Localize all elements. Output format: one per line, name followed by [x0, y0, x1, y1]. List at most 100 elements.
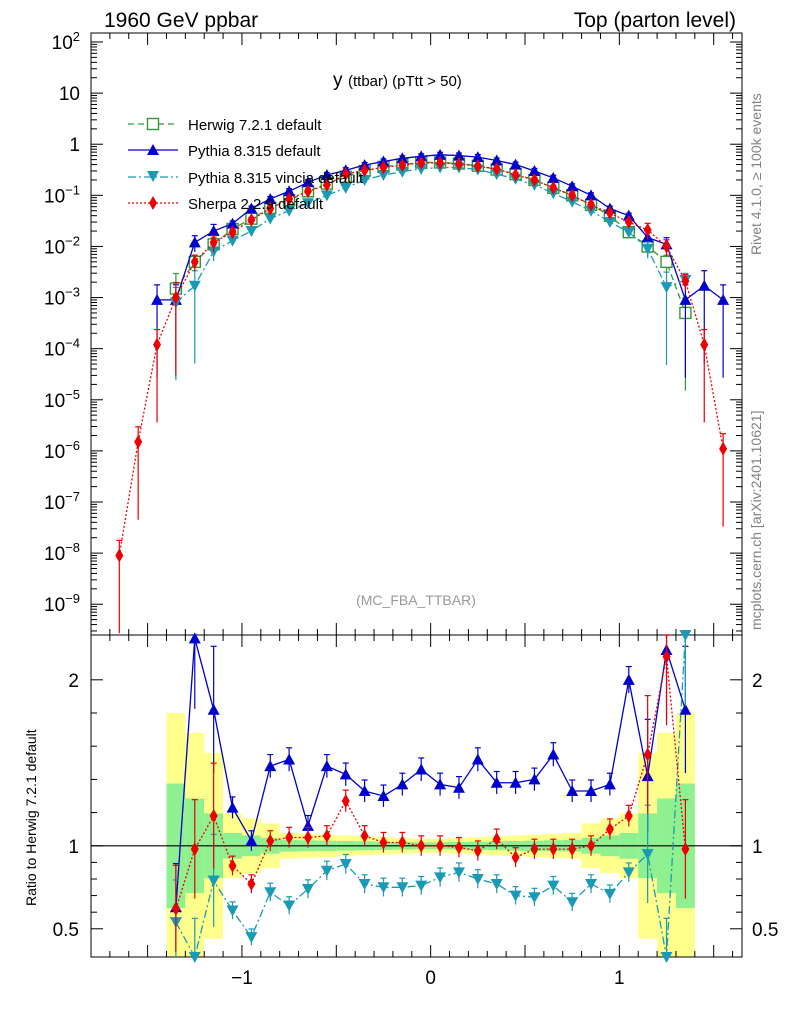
ratio-series-pythia-8-315-vincia-default	[169, 630, 692, 963]
ratio-y-tick-label: 2	[752, 671, 763, 692]
diamond-marker	[398, 835, 407, 850]
triangle-down-marker	[358, 174, 371, 186]
triangle-up-marker	[320, 760, 333, 772]
diamond-marker	[530, 172, 539, 187]
diamond-marker	[266, 201, 275, 216]
triangle-down-marker	[226, 905, 239, 917]
triangle-down-marker	[302, 198, 314, 210]
main-y-tick-label: 10−5	[44, 387, 80, 412]
triangle-up-marker	[717, 293, 730, 305]
diamond-marker	[436, 838, 445, 853]
legend-label-sherpa: Sherpa 2.2.9 default	[188, 196, 324, 213]
diamond-marker	[473, 159, 482, 174]
triangle-down-marker	[188, 280, 201, 292]
triangle-down-marker	[641, 849, 654, 861]
triangle-down-marker	[320, 865, 333, 877]
diamond-marker	[341, 793, 350, 808]
triangle-down-marker	[490, 878, 503, 890]
diamond-marker	[209, 235, 218, 250]
diamond-marker	[605, 206, 614, 221]
triangle-up-marker	[679, 703, 692, 715]
ratio-series-pythia-8-315-default	[169, 632, 692, 951]
ratio-series-sherpa-2-2-9-default	[171, 634, 690, 953]
ratio-y-tick-label: 0.5	[53, 920, 79, 941]
main-y-tick-label: 10−3	[44, 285, 80, 310]
triangle-down-marker	[264, 887, 277, 899]
diamond-marker	[304, 184, 312, 199]
diamond-marker	[417, 838, 426, 853]
triangle-up-marker	[585, 189, 598, 201]
rivet-version-label: Rivet 4.1.0, ≥ 100k events	[748, 93, 764, 255]
triangle-up-marker	[622, 673, 635, 685]
triangle-down-marker	[660, 282, 673, 294]
series-line	[175, 166, 686, 303]
triangle-up-marker	[434, 778, 447, 790]
diamond-marker	[379, 835, 388, 850]
triangle-up-marker	[566, 180, 579, 192]
data-series	[115, 148, 730, 963]
axis-ticks: 10210110−110−210−310−410−510−610−710−810…	[44, 29, 778, 989]
ratio-y-tick-label: 2	[68, 671, 79, 692]
diamond-marker-icon	[149, 196, 157, 210]
triangle-down-marker	[283, 205, 296, 217]
diamond-marker	[360, 163, 369, 178]
legend-entry-herwig: Herwig 7.2.1 default	[128, 117, 322, 134]
triangle-up-marker	[434, 148, 447, 160]
triangle-up-marker	[188, 632, 201, 644]
triangle-down-marker	[452, 867, 465, 879]
diamond-marker	[700, 337, 709, 352]
triangle-up-marker	[358, 785, 371, 797]
triangle-up-marker	[151, 293, 164, 305]
triangle-up-marker	[264, 192, 277, 204]
diamond-marker	[379, 160, 388, 175]
triangle-up-marker	[528, 164, 541, 176]
ratio-y-tick-label: 0.5	[752, 920, 778, 941]
ratio-y-tick-label: 1	[68, 837, 79, 858]
triangle-down-marker	[245, 932, 258, 944]
x-tick-label: −1	[231, 968, 253, 989]
diamond-marker	[285, 830, 294, 845]
triangle-down-marker	[283, 900, 296, 912]
diamond-marker	[568, 188, 577, 203]
main-series-herwig-7-2-1-default	[169, 156, 692, 391]
triangle-down-marker	[509, 890, 522, 902]
triangle-up-marker	[566, 785, 579, 797]
diamond-marker	[228, 858, 237, 873]
ratio-y-axis-label: Ratio to Herwig 7.2.1 default	[23, 729, 39, 906]
triangle-down-marker	[585, 878, 598, 890]
plot-title-suffix: (ttbar) (pTtt > 50)	[348, 73, 462, 90]
series-line	[175, 161, 687, 314]
header-left: 1960 GeV ppbar	[104, 9, 258, 32]
legend-entry-pythia: Pythia 8.315 default	[128, 143, 321, 160]
diamond-marker	[304, 830, 312, 845]
triangle-up-marker-icon	[147, 144, 159, 155]
ratio-y-tick-label: 1	[752, 837, 763, 858]
diamond-marker	[360, 828, 369, 843]
diamond-marker	[247, 212, 256, 227]
main-y-tick-label: 10−4	[44, 336, 80, 361]
diamond-marker	[549, 180, 558, 195]
plot-title-symbol: y	[333, 70, 343, 91]
main-y-tick-label: 1	[69, 135, 80, 156]
triangle-up-marker	[528, 773, 541, 785]
diamond-marker	[473, 843, 482, 858]
triangle-up-marker	[547, 171, 560, 183]
diamond-marker	[454, 157, 463, 172]
main-y-tick-label: 10−7	[44, 489, 80, 514]
diamond-marker	[322, 177, 331, 192]
legend-label-herwig: Herwig 7.2.1 default	[188, 117, 322, 134]
triangle-down-marker	[358, 878, 371, 890]
mcplots-reference-label: mcplots.cern.ch [arXiv:2401.10621]	[748, 411, 764, 630]
legend-entry-sherpa: Sherpa 2.2.9 default	[128, 196, 324, 213]
triangle-up-marker	[226, 801, 239, 813]
diamond-marker	[681, 842, 690, 857]
x-tick-label: 1	[614, 968, 625, 989]
diamond-marker	[134, 434, 143, 449]
triangle-up-marker	[396, 778, 409, 790]
triangle-up-marker	[698, 279, 711, 291]
diamond-marker	[341, 167, 350, 182]
triangle-down-marker	[377, 169, 390, 181]
triangle-up-marker	[377, 790, 390, 801]
main-y-tick-label: 10−8	[44, 540, 80, 565]
legend-label-pythia: Pythia 8.315 default	[188, 143, 321, 160]
